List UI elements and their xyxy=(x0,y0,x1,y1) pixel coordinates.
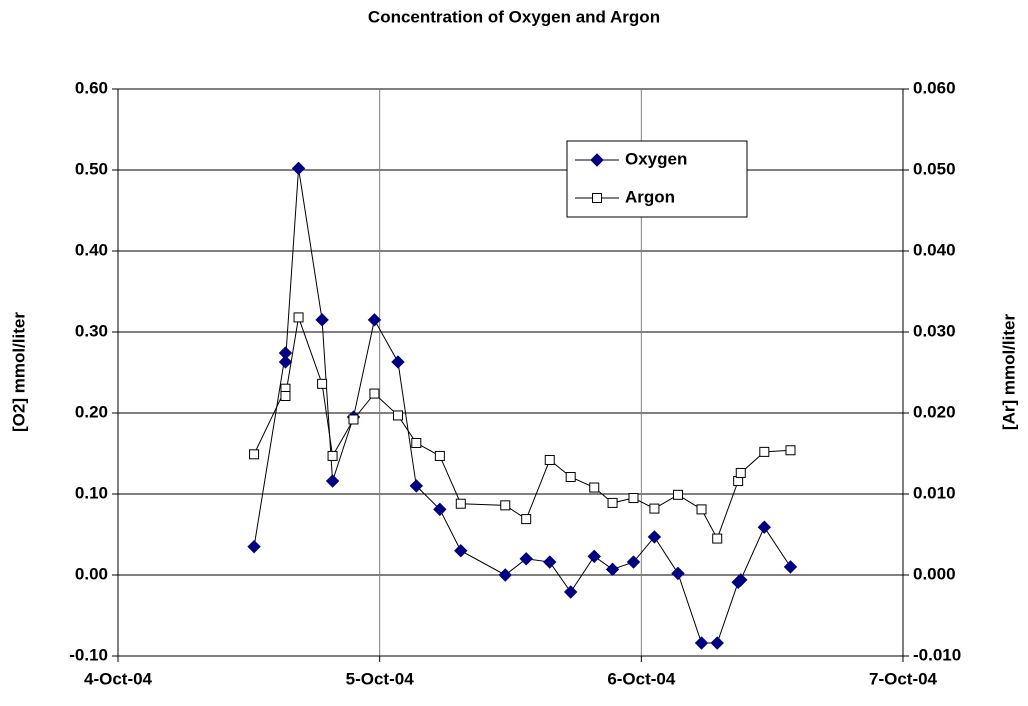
legend-label: Oxygen xyxy=(625,149,687,168)
data-point xyxy=(249,449,260,460)
y2-tick-label: -0.010 xyxy=(913,645,961,664)
data-point xyxy=(500,500,511,511)
legend-marker xyxy=(590,153,604,167)
data-point xyxy=(348,414,359,425)
legend-label: Argon xyxy=(625,187,675,206)
y-tick-label: 0.20 xyxy=(75,402,108,421)
x-tick-label: 6-Oct-04 xyxy=(607,669,676,688)
data-point xyxy=(710,636,724,650)
data-point xyxy=(317,378,328,389)
data-point xyxy=(247,539,261,554)
data-point xyxy=(696,504,707,515)
data-point xyxy=(392,410,403,421)
y-axis-label: [O2] mmol/liter xyxy=(9,312,28,432)
data-point xyxy=(672,489,683,500)
legend-marker xyxy=(592,193,602,203)
y2-tick-label: 0.020 xyxy=(913,402,956,421)
data-point xyxy=(325,474,340,488)
data-point xyxy=(521,514,532,525)
data-point xyxy=(649,503,660,514)
series-line xyxy=(253,315,791,540)
data-point xyxy=(628,493,639,504)
data-point xyxy=(519,552,533,566)
y2-axis-label: [Ar] mmol/liter xyxy=(999,314,1018,431)
data-point xyxy=(757,520,772,534)
series-line xyxy=(253,168,791,644)
data-point xyxy=(785,445,796,456)
data-point xyxy=(291,161,306,176)
y2-tick-label: 0.010 xyxy=(913,483,956,502)
y-tick-label: 0.30 xyxy=(75,321,108,340)
data-point xyxy=(587,549,601,564)
data-point xyxy=(369,388,380,399)
y2-tick-label: 0.000 xyxy=(913,564,956,583)
data-point xyxy=(293,312,304,323)
data-point xyxy=(605,562,620,577)
y-tick-label: 0.50 xyxy=(75,159,108,178)
data-point xyxy=(694,636,709,650)
x-tick-label: 5-Oct-04 xyxy=(346,669,415,688)
y-tick-label: 0.00 xyxy=(75,564,108,583)
data-point xyxy=(455,498,466,509)
data-point xyxy=(647,530,662,544)
y2-tick-label: 0.040 xyxy=(913,240,956,259)
data-point xyxy=(759,446,770,457)
y-tick-label: -0.10 xyxy=(69,645,108,664)
data-point xyxy=(671,566,685,581)
chart-title: Concentration of Oxygen and Argon xyxy=(368,7,660,26)
data-point xyxy=(783,560,798,574)
y2-tick-label: 0.060 xyxy=(913,78,956,97)
x-tick-label: 7-Oct-04 xyxy=(869,669,938,688)
data-point xyxy=(411,437,422,448)
data-point xyxy=(734,573,748,587)
data-point xyxy=(327,450,338,461)
data-point xyxy=(409,479,424,493)
data-point xyxy=(391,355,405,369)
data-point xyxy=(543,555,557,569)
data-point xyxy=(498,568,512,582)
data-point xyxy=(607,497,618,508)
data-point xyxy=(563,585,578,599)
y-tick-label: 0.60 xyxy=(75,78,108,97)
data-point xyxy=(544,454,555,465)
data-point xyxy=(433,502,447,517)
data-point xyxy=(278,355,293,369)
data-point xyxy=(454,543,468,558)
data-point xyxy=(626,555,641,569)
data-point xyxy=(712,533,723,544)
y2-tick-label: 0.030 xyxy=(913,321,956,340)
data-point xyxy=(565,471,576,482)
data-point xyxy=(315,313,329,327)
x-tick-label: 4-Oct-04 xyxy=(84,669,153,688)
data-point xyxy=(434,450,445,461)
data-point xyxy=(367,313,382,327)
data-point xyxy=(735,467,746,478)
y-tick-label: 0.40 xyxy=(75,240,108,259)
data-point xyxy=(280,390,291,401)
y-tick-label: 0.10 xyxy=(75,483,108,502)
data-point xyxy=(589,482,600,493)
y2-tick-label: 0.050 xyxy=(913,159,956,178)
